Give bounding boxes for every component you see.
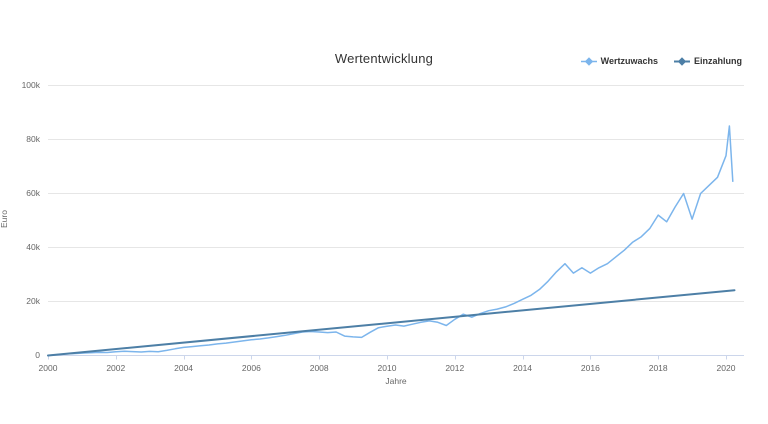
x-tick-label: 2006 xyxy=(241,363,261,373)
x-tick-label: 2008 xyxy=(309,363,329,373)
y-axis-title: Euro xyxy=(0,210,9,228)
wertzuwachs-marker-icon xyxy=(580,56,597,66)
x-tick-label: 2004 xyxy=(174,363,194,373)
y-tick-label: 100k xyxy=(21,80,40,90)
y-tick-label: 60k xyxy=(26,188,40,198)
legend-item-wertzuwachs[interactable]: Wertzuwachs xyxy=(580,56,658,66)
legend-item-einzahlung[interactable]: Einzahlung xyxy=(674,56,742,66)
x-tick-label: 2020 xyxy=(716,363,736,373)
legend-label-wertzuwachs: Wertzuwachs xyxy=(600,56,658,66)
einzahlung-line[interactable] xyxy=(47,289,736,357)
chart-title: Wertentwicklung xyxy=(334,51,434,66)
legend-label-einzahlung: Einzahlung xyxy=(694,56,742,66)
x-tick-label: 2016 xyxy=(580,363,600,373)
x-tick-label: 2002 xyxy=(106,363,126,373)
x-tick-label: 2014 xyxy=(513,363,533,373)
x-tick-label: 2010 xyxy=(377,363,397,373)
y-tick-label: 20k xyxy=(26,296,40,306)
y-tick-label: 0 xyxy=(35,350,40,360)
y-tick-label: 40k xyxy=(26,242,40,252)
einzahlung-marker-icon xyxy=(674,56,690,66)
x-tick-label: 2018 xyxy=(648,363,668,373)
x-axis-title: Jahre xyxy=(385,376,407,386)
x-tick-label: 2000 xyxy=(38,363,58,373)
y-tick-label: 80k xyxy=(26,134,40,144)
wertzuwachs-line[interactable] xyxy=(47,125,734,357)
x-tick-label: 2012 xyxy=(445,363,465,373)
legend: Wertzuwachs Einzahlung xyxy=(580,56,742,66)
